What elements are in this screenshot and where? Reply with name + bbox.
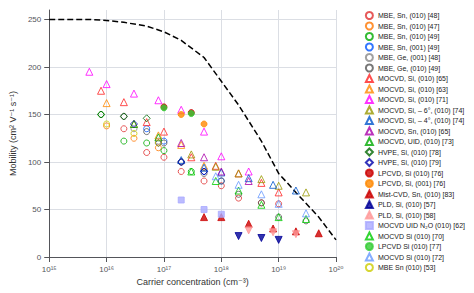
svg-text:10²⁰: 10²⁰ xyxy=(329,265,344,274)
svg-text:MOCVD, Si, – 4°, (010) [74]: MOCVD, Si, – 4°, (010) [74] xyxy=(378,117,464,125)
svg-text:50: 50 xyxy=(32,205,41,214)
svg-text:10¹⁶: 10¹⁶ xyxy=(99,265,114,274)
svg-text:Carrier concentration (cm⁻³): Carrier concentration (cm⁻³) xyxy=(136,277,248,287)
svg-text:LPCVD, Si (010) [76]: LPCVD, Si (010) [76] xyxy=(378,170,443,178)
svg-text:MBE, Ge, (001) [48]: MBE, Ge, (001) [48] xyxy=(378,54,440,62)
svg-text:Mist-CVD, Sn, (010) [83]: Mist-CVD, Sn, (010) [83] xyxy=(378,191,454,199)
svg-text:150: 150 xyxy=(28,110,42,119)
svg-text:100: 100 xyxy=(28,158,42,167)
svg-text:MOCVD, Sn, (010) [65]: MOCVD, Sn, (010) [65] xyxy=(378,128,450,136)
svg-text:MOCVD Si (010) [70]: MOCVD Si (010) [70] xyxy=(378,233,444,241)
svg-text:10¹⁸: 10¹⁸ xyxy=(214,265,229,274)
svg-text:10¹⁵: 10¹⁵ xyxy=(42,265,57,274)
svg-text:MOCVD, Si, (010) [63]: MOCVD, Si, (010) [63] xyxy=(378,86,448,94)
svg-text:MOCVD Si (010) [72]: MOCVD Si (010) [72] xyxy=(378,254,444,262)
svg-text:MOCVD UID N₂O (010) [62]: MOCVD UID N₂O (010) [62] xyxy=(378,222,465,230)
svg-text:HVPE, Si, (010) [78]: HVPE, Si, (010) [78] xyxy=(378,149,441,157)
svg-text:PLD, Si, (010) [58]: PLD, Si, (010) [58] xyxy=(378,212,436,220)
svg-text:MBE, Ge, (010) [49]: MBE, Ge, (010) [49] xyxy=(378,65,440,73)
svg-text:MBE, Sn, (001) [49]: MBE, Sn, (001) [49] xyxy=(378,44,440,52)
svg-text:PLD, Si, (010) [57]: PLD, Si, (010) [57] xyxy=(378,201,436,209)
svg-text:200: 200 xyxy=(28,63,42,72)
svg-text:Mobility (cm² V⁻¹ s⁻¹): Mobility (cm² V⁻¹ s⁻¹) xyxy=(8,91,18,176)
svg-text:250: 250 xyxy=(28,15,42,24)
svg-text:LPCVD, Si, (001) [76]: LPCVD, Si, (001) [76] xyxy=(378,180,445,188)
svg-text:LPCVD Si (010) [77]: LPCVD Si (010) [77] xyxy=(378,243,441,251)
svg-text:MOCVD, Si, – 6°, (010) [74]: MOCVD, Si, – 6°, (010) [74] xyxy=(378,107,464,115)
svg-text:MOCVD, UID, (010) [73]: MOCVD, UID, (010) [73] xyxy=(378,138,454,146)
svg-text:MOCVD, Si, (010) [71]: MOCVD, Si, (010) [71] xyxy=(378,96,448,104)
svg-text:MBE, Sn, (010) [47]: MBE, Sn, (010) [47] xyxy=(378,23,440,31)
svg-text:MOCVD, Si, (010) [65]: MOCVD, Si, (010) [65] xyxy=(378,75,448,83)
svg-text:0: 0 xyxy=(37,253,42,262)
svg-text:MBE Sn (010) [53]: MBE Sn (010) [53] xyxy=(378,264,436,272)
svg-text:HVPE, Si, (010) [79]: HVPE, Si, (010) [79] xyxy=(378,159,441,167)
svg-text:10¹⁷: 10¹⁷ xyxy=(157,265,172,274)
svg-text:MBE, Sn, (010) [48]: MBE, Sn, (010) [48] xyxy=(378,12,440,20)
svg-text:10¹⁹: 10¹⁹ xyxy=(271,265,286,274)
svg-text:MBE, Sn, (010) [49]: MBE, Sn, (010) [49] xyxy=(378,33,440,41)
